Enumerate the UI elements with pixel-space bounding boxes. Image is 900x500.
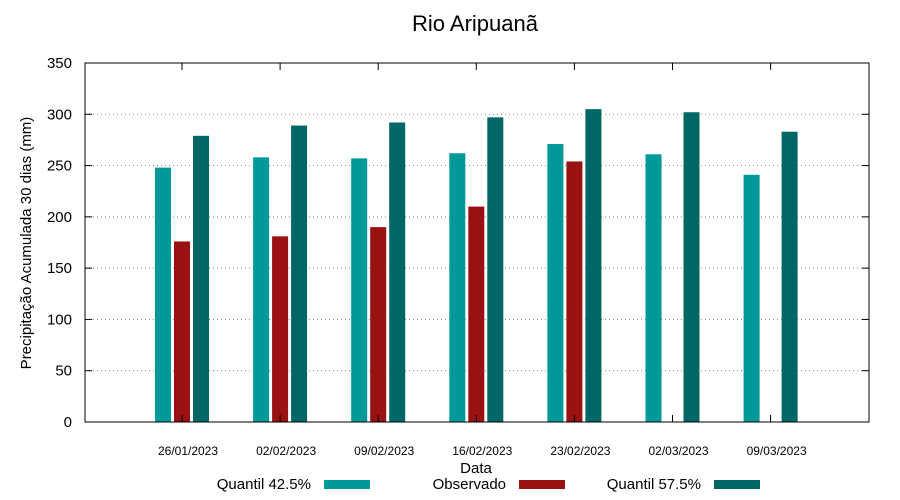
x-tick-label: 02/03/2023 bbox=[648, 444, 708, 458]
y-tick-label: 100 bbox=[47, 311, 72, 328]
x-axis-label: Data bbox=[460, 460, 492, 477]
legend-swatch bbox=[324, 480, 370, 489]
y-tick-label: 250 bbox=[47, 158, 72, 175]
bar bbox=[449, 153, 466, 422]
x-tick-label: 26/01/2023 bbox=[158, 444, 218, 458]
legend-swatch bbox=[519, 480, 565, 489]
chart-title: Rio Aripuanã bbox=[412, 11, 539, 36]
y-axis-label: Precipitação Acumulada 30 dias (mm) bbox=[18, 117, 35, 370]
legend-swatch bbox=[714, 480, 760, 489]
bar bbox=[291, 125, 308, 422]
y-tick-label: 350 bbox=[47, 55, 72, 72]
bar bbox=[193, 135, 209, 422]
legend-label: Observado bbox=[433, 476, 506, 493]
bar bbox=[389, 122, 406, 423]
x-tick-label: 16/02/2023 bbox=[452, 444, 512, 458]
bar bbox=[743, 174, 760, 422]
legend-label: Quantil 57.5% bbox=[607, 476, 701, 493]
legend-label: Quantil 42.5% bbox=[217, 476, 311, 493]
y-axis-ticks: 0 50 100 150 200 250 300 350 bbox=[47, 55, 869, 431]
bar bbox=[781, 131, 798, 423]
plot-frame bbox=[84, 62, 870, 423]
bar bbox=[351, 158, 368, 423]
x-tick-label: 09/02/2023 bbox=[354, 444, 414, 458]
x-axis-ticks: 26/01/2023 02/02/2023 09/02/2023 16/02/2023… bbox=[158, 63, 807, 458]
bar bbox=[253, 157, 270, 422]
bar bbox=[487, 117, 504, 422]
y-tick-label: 50 bbox=[55, 363, 72, 380]
x-tick-label: 02/02/2023 bbox=[256, 444, 316, 458]
bar bbox=[547, 144, 564, 422]
bar bbox=[174, 241, 190, 422]
legend: Quantil 42.5% Observado Quantil 57.5% bbox=[217, 476, 760, 493]
x-tick-label: 23/02/2023 bbox=[550, 444, 610, 458]
bar bbox=[683, 112, 700, 422]
bar bbox=[645, 154, 662, 422]
y-tick-label: 300 bbox=[47, 106, 72, 123]
bar bbox=[468, 206, 485, 422]
bar bbox=[566, 161, 583, 422]
y-tick-label: 0 bbox=[64, 414, 72, 431]
bar bbox=[585, 109, 602, 423]
x-tick-label: 09/03/2023 bbox=[747, 444, 807, 458]
bar bbox=[155, 167, 171, 422]
bar bbox=[272, 236, 289, 422]
bars bbox=[155, 109, 798, 423]
y-tick-label: 200 bbox=[47, 209, 72, 226]
bar bbox=[370, 227, 387, 422]
y-tick-label: 150 bbox=[47, 260, 72, 277]
